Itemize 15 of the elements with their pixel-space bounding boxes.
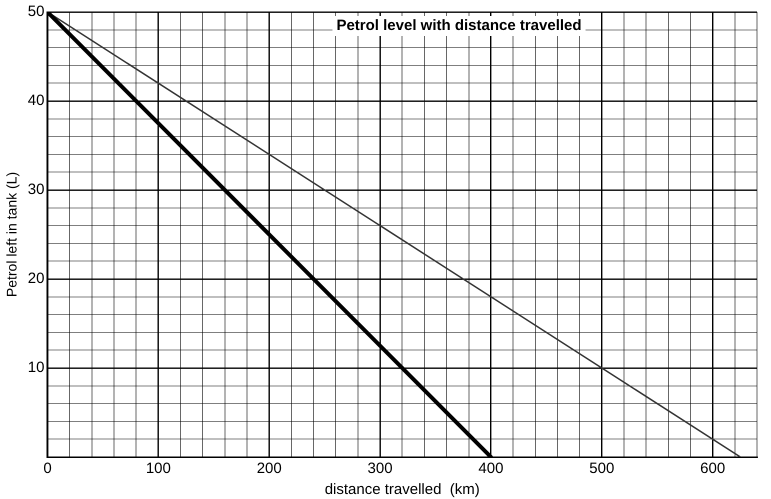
x-tick-label: 300 <box>368 460 393 478</box>
x-tick-label: 100 <box>146 460 171 478</box>
y-tick-label: 40 <box>28 92 44 110</box>
x-tick-label: 500 <box>589 460 614 478</box>
chart-title: Petrol level with distance travelled <box>336 17 582 34</box>
y-tick-label: 50 <box>28 3 44 20</box>
y-tick-label: 10 <box>28 359 44 376</box>
x-tick-label: 200 <box>256 460 282 478</box>
x-axis-title: distance travelled (km) <box>324 481 480 498</box>
y-axis-title: Petrol left in tank (L) <box>3 172 20 298</box>
x-tick-label: 400 <box>478 460 504 478</box>
y-tick-label: 20 <box>28 270 44 288</box>
y-tick-label: 30 <box>28 181 44 198</box>
x-tick-label: 0 <box>43 460 52 478</box>
x-tick-label: 600 <box>700 460 726 478</box>
